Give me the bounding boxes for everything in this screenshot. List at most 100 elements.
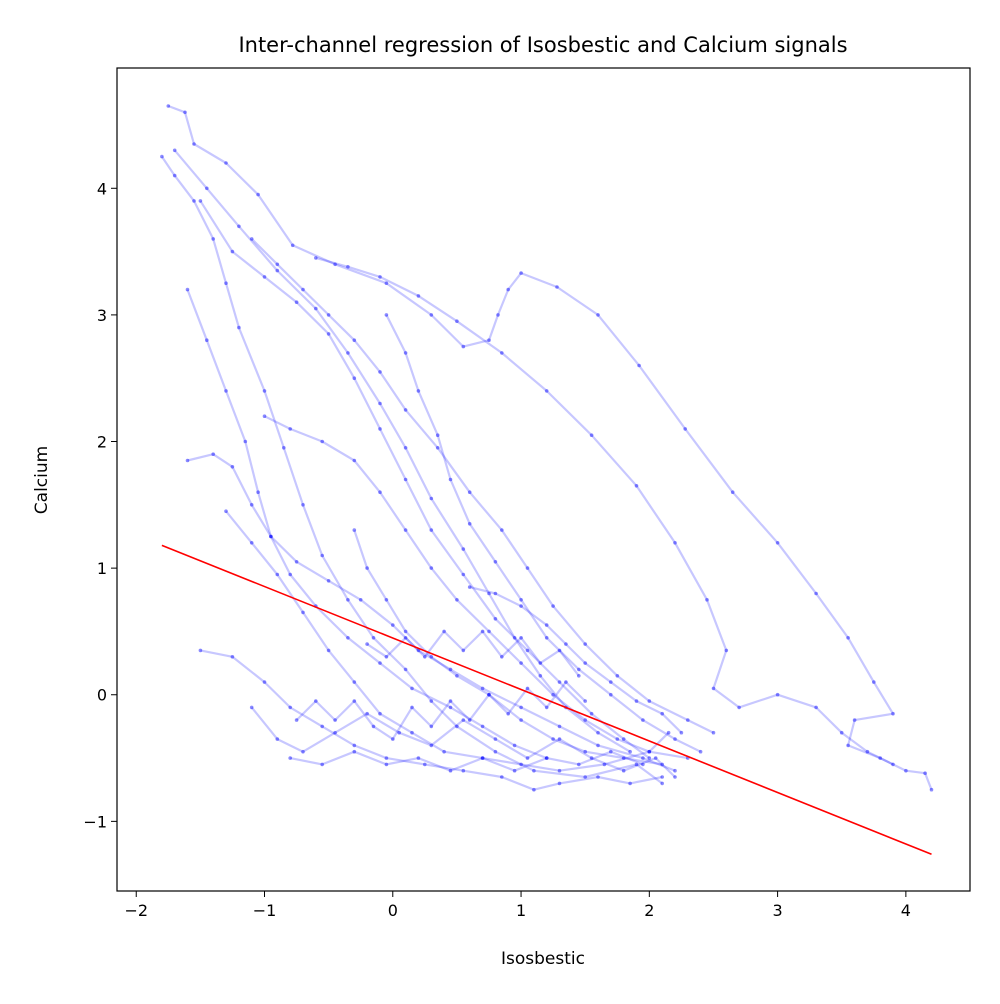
scatter-point (555, 285, 559, 289)
scatter-point (525, 566, 530, 570)
scatter-point (480, 724, 485, 729)
scatter-point (346, 598, 350, 602)
y-tick-label: 4 (97, 179, 107, 198)
scatter-point (211, 452, 215, 457)
scatter-point (448, 768, 453, 773)
scatter-trace (353, 529, 663, 766)
scatter-point (365, 566, 369, 570)
scatter-point (634, 484, 639, 488)
scatter-point (448, 705, 453, 710)
scatter-point (371, 724, 376, 729)
scatter-series-0 (166, 104, 934, 792)
scatter-point (512, 636, 517, 640)
x-tick-label: 3 (773, 901, 783, 920)
scatter-point (275, 572, 280, 577)
scatter-point (429, 528, 434, 532)
scatter-point (577, 762, 581, 767)
scatter-point (326, 313, 331, 317)
scatter-point (641, 762, 645, 767)
scatter-series-11 (224, 509, 671, 773)
scatter-point (480, 686, 485, 691)
scatter-point (493, 737, 498, 741)
scatter-point (583, 642, 587, 646)
scatter-point (647, 699, 652, 703)
scatter-point (525, 756, 530, 760)
scatter-trace (186, 289, 548, 760)
x-tick-label: 4 (901, 901, 911, 920)
scatter-point (660, 775, 664, 779)
scatter-series-3 (185, 287, 549, 760)
scatter-point (583, 661, 587, 665)
scatter-point (435, 446, 440, 450)
scatter-point (249, 503, 254, 507)
scatter-point (544, 389, 549, 393)
scatter-series-13 (352, 528, 664, 767)
scatter-point (544, 756, 549, 760)
scatter-point (326, 648, 331, 653)
scatter-point (429, 724, 434, 729)
scatter-point (448, 477, 453, 482)
scatter-point (496, 313, 500, 317)
scatter-point (683, 427, 687, 431)
scatter-point (872, 680, 876, 684)
scatter-trace (469, 586, 683, 734)
scatter-point (467, 522, 472, 526)
scatter-point (429, 313, 434, 317)
scatter-point (224, 389, 228, 393)
scatter-point (346, 351, 350, 355)
scatter-point (647, 756, 652, 760)
regression-line (161, 544, 932, 856)
scatter-point (609, 692, 613, 697)
scatter-point (551, 737, 555, 741)
scatter-point (455, 724, 459, 729)
scatter-point (628, 749, 632, 754)
scatter-point (519, 718, 523, 722)
scatter-point (237, 325, 241, 330)
scatter-point (653, 756, 658, 760)
scatter-trace (315, 256, 894, 766)
scatter-trace (366, 630, 580, 677)
scatter-point (333, 730, 337, 735)
scatter-point (461, 648, 466, 653)
scatter-point (596, 730, 600, 735)
scatter-series-1 (160, 154, 664, 786)
scatter-trace (199, 200, 650, 759)
scatter-point (621, 768, 626, 773)
scatter-point (333, 718, 337, 722)
scatter-point (506, 711, 511, 716)
scatter-point (326, 579, 331, 583)
scatter-point (660, 762, 664, 767)
scatter-point (352, 376, 357, 381)
scatter-point (183, 110, 187, 115)
scatter-point (423, 762, 427, 767)
scatter-point (262, 414, 267, 419)
scatter-trace (225, 510, 670, 772)
scatter-point (378, 661, 382, 665)
scatter-point (839, 730, 844, 735)
scatter-point (641, 718, 645, 722)
scatter-point (673, 541, 677, 545)
scatter-trace (250, 706, 676, 778)
scatter-point (288, 705, 293, 710)
scatter-point (467, 585, 472, 589)
scatter-point (320, 762, 325, 767)
regression-layer (161, 544, 932, 856)
scatter-point (557, 781, 562, 786)
scatter-point (673, 737, 677, 741)
scatter-point (352, 680, 357, 684)
scatter-point (230, 465, 235, 469)
scatter-point (814, 591, 818, 596)
scatter-point (301, 749, 305, 754)
scatter-trace (289, 750, 644, 772)
scatter-point (416, 294, 421, 298)
scatter-series-17 (288, 749, 645, 773)
scatter-point (378, 711, 382, 716)
x-axis-label: Isosbestic (501, 949, 585, 969)
scatter-series-7 (185, 452, 677, 773)
scatter-point (384, 762, 389, 767)
scatter-point (846, 743, 850, 748)
scatter-point (679, 730, 684, 735)
scatter-point (160, 154, 164, 159)
